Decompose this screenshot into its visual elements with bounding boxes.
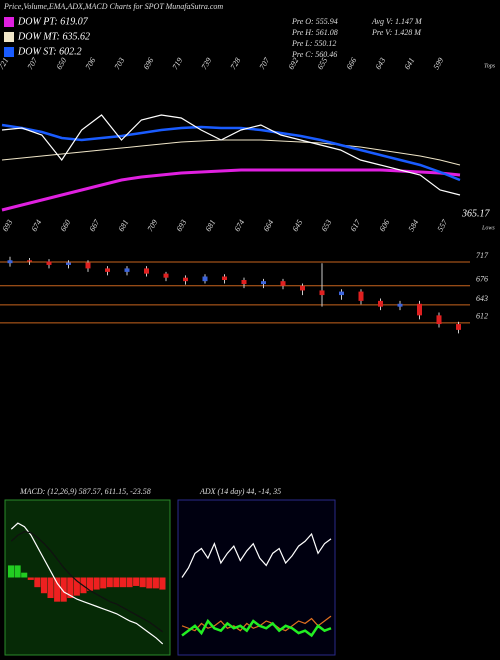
candle-body: [105, 268, 110, 272]
candle-body: [183, 277, 188, 282]
candle-body: [456, 324, 461, 330]
adx-label: ADX (14 day) 44, -14, 35: [199, 487, 281, 496]
histogram-bar: [119, 577, 126, 588]
candle-body: [280, 281, 286, 286]
histogram-bar: [159, 577, 166, 590]
legend-swatch: [4, 47, 14, 57]
candle-body: [417, 303, 422, 316]
info-text: Pre L: 550.12: [291, 39, 336, 48]
candle-body: [241, 280, 247, 285]
histogram-bar: [47, 577, 54, 599]
line: [10, 522, 164, 645]
legend-label: DOW MT: 635.62: [17, 31, 90, 42]
candle-body: [66, 262, 71, 265]
info-text: Avg V: 1.147 M: [371, 17, 423, 26]
histogram-bar: [113, 577, 120, 588]
line: [181, 532, 332, 578]
candle-body: [7, 260, 13, 264]
candle-body: [144, 268, 149, 274]
legend-swatch: [4, 32, 14, 42]
info-text: Pre C: 560.46: [291, 50, 337, 59]
histogram-bar: [133, 577, 140, 586]
y-tick-label: 717: [476, 251, 489, 260]
y-tick-label: 676: [476, 275, 488, 284]
legend-swatch: [4, 17, 14, 27]
histogram-bar: [54, 577, 61, 602]
page-title: Price,Volume,EMA,ADX,MACD Charts for SPO…: [3, 2, 223, 11]
histogram-bar: [87, 577, 94, 591]
top-label: 721: [0, 56, 10, 71]
line: [181, 615, 332, 632]
lows-label: Lows: [481, 225, 495, 231]
histogram-bar: [27, 577, 34, 580]
candle-body: [300, 285, 305, 291]
legend-label: DOW ST: 602.2: [17, 46, 82, 57]
line: [1, 114, 461, 196]
candle-body: [222, 276, 227, 280]
histogram-bar: [21, 572, 28, 578]
histogram-bar: [93, 577, 100, 590]
line: [1, 123, 461, 182]
histogram-bar: [139, 577, 146, 588]
candle-body: [261, 281, 266, 285]
candle-body: [202, 276, 208, 282]
histogram-bar: [146, 577, 153, 589]
candle-body: [27, 260, 32, 262]
histogram-bar: [73, 577, 80, 596]
candle-body: [163, 273, 169, 278]
line: [1, 168, 461, 212]
y-tick-label: 612: [476, 312, 488, 321]
last-label: 365.17: [461, 208, 491, 219]
histogram-bar: [34, 577, 41, 588]
line: [1, 139, 461, 166]
line: [181, 618, 332, 638]
histogram-bar: [60, 577, 67, 602]
candle-body: [124, 268, 130, 272]
histogram-bar: [14, 565, 21, 578]
candle-body: [378, 300, 383, 307]
candle-body: [397, 303, 403, 307]
histogram-bar: [67, 577, 74, 599]
info-text: Pre O: 555.94: [291, 17, 338, 26]
candle-body: [85, 262, 91, 269]
info-text: Pre H: 561.08: [291, 28, 338, 37]
candle-body: [319, 290, 325, 296]
candle-body: [358, 291, 364, 301]
histogram-bar: [100, 577, 107, 589]
candle-body: [436, 315, 442, 325]
tops-label: Tops: [484, 63, 496, 69]
histogram-bar: [40, 577, 47, 594]
candle-body: [339, 291, 344, 296]
histogram-bar: [152, 577, 159, 589]
macd-label: MACD: (12,26,9) 587.57, 611.15, -23.58: [19, 487, 151, 496]
info-text: Pre V: 1.428 M: [371, 28, 422, 37]
histogram-bar: [106, 577, 113, 588]
candle-body: [46, 261, 52, 265]
histogram-bar: [126, 577, 133, 588]
y-tick-label: 643: [476, 294, 488, 303]
line: [10, 530, 164, 633]
histogram-bar: [8, 565, 15, 578]
legend-label: DOW PT: 619.07: [17, 16, 89, 27]
